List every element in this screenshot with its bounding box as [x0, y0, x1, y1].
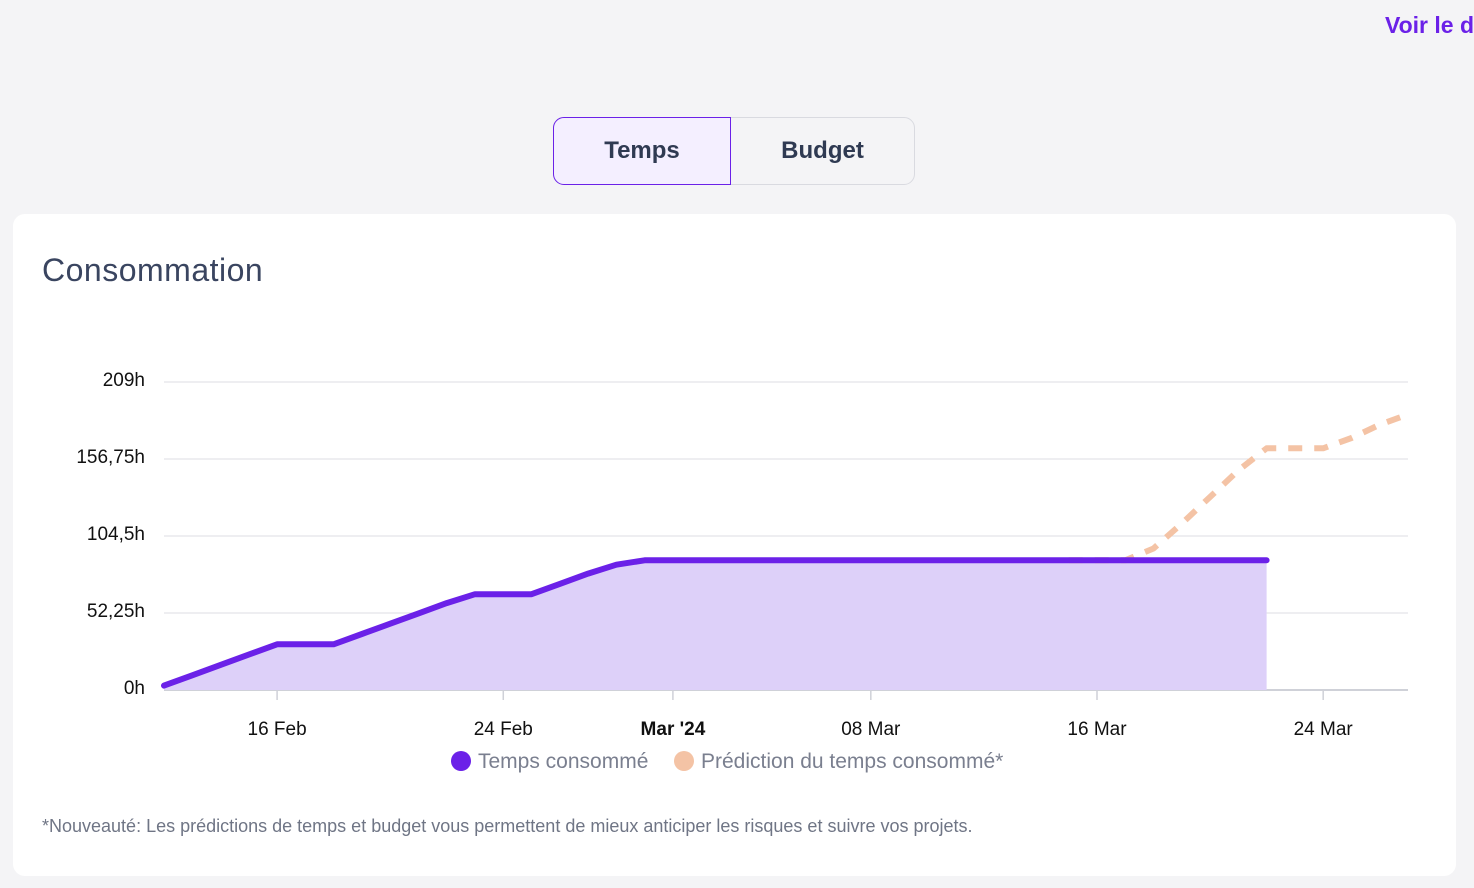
consumed-area: [164, 560, 1267, 690]
card-title: Consommation: [42, 252, 264, 288]
view-toggle: Temps Budget: [553, 117, 915, 185]
legend-marker: [451, 751, 471, 771]
x-tick-label: 16 Mar: [1067, 719, 1127, 740]
x-tick-label: 08 Mar: [841, 719, 901, 740]
x-tick-label: 24 Mar: [1294, 719, 1354, 740]
view-details-link[interactable]: Voir le d: [1384, 12, 1474, 38]
legend-label: Prédiction du temps consommé*: [701, 750, 1003, 773]
footnote: *Nouveauté: Les prédictions de temps et …: [42, 816, 973, 836]
legend-marker: [674, 751, 694, 771]
y-tick-label: 209h: [103, 370, 145, 391]
y-tick-label: 104,5h: [87, 524, 145, 545]
consumed-line: [161, 557, 1270, 689]
legend-label: Temps consommé: [478, 750, 648, 773]
legend-item-consumed: Temps consommé: [451, 750, 648, 773]
tab-budget[interactable]: Budget: [781, 137, 864, 164]
x-tick-label: Mar '24: [641, 719, 706, 740]
consumption-card: Consommation 0h 52,25h 104,5h 156,75h 209h 16…: [13, 214, 1456, 876]
tab-temps[interactable]: Temps: [553, 117, 731, 185]
y-tick-label: 156,75h: [76, 447, 145, 468]
x-tick-label: 24 Feb: [474, 719, 533, 740]
consumption-chart: 0h 52,25h 104,5h 156,75h 209h 16 Feb 24 Feb Mar…: [76, 370, 1410, 773]
x-tick-label: 16 Feb: [248, 719, 307, 740]
prediction-line: [1068, 411, 1410, 564]
chart-legend: Temps consommé Prédiction du temps consom…: [451, 750, 1003, 773]
y-tick-label: 52,25h: [87, 601, 145, 622]
y-tick-label: 0h: [124, 678, 145, 699]
legend-item-prediction: Prédiction du temps consommé*: [674, 750, 1003, 773]
